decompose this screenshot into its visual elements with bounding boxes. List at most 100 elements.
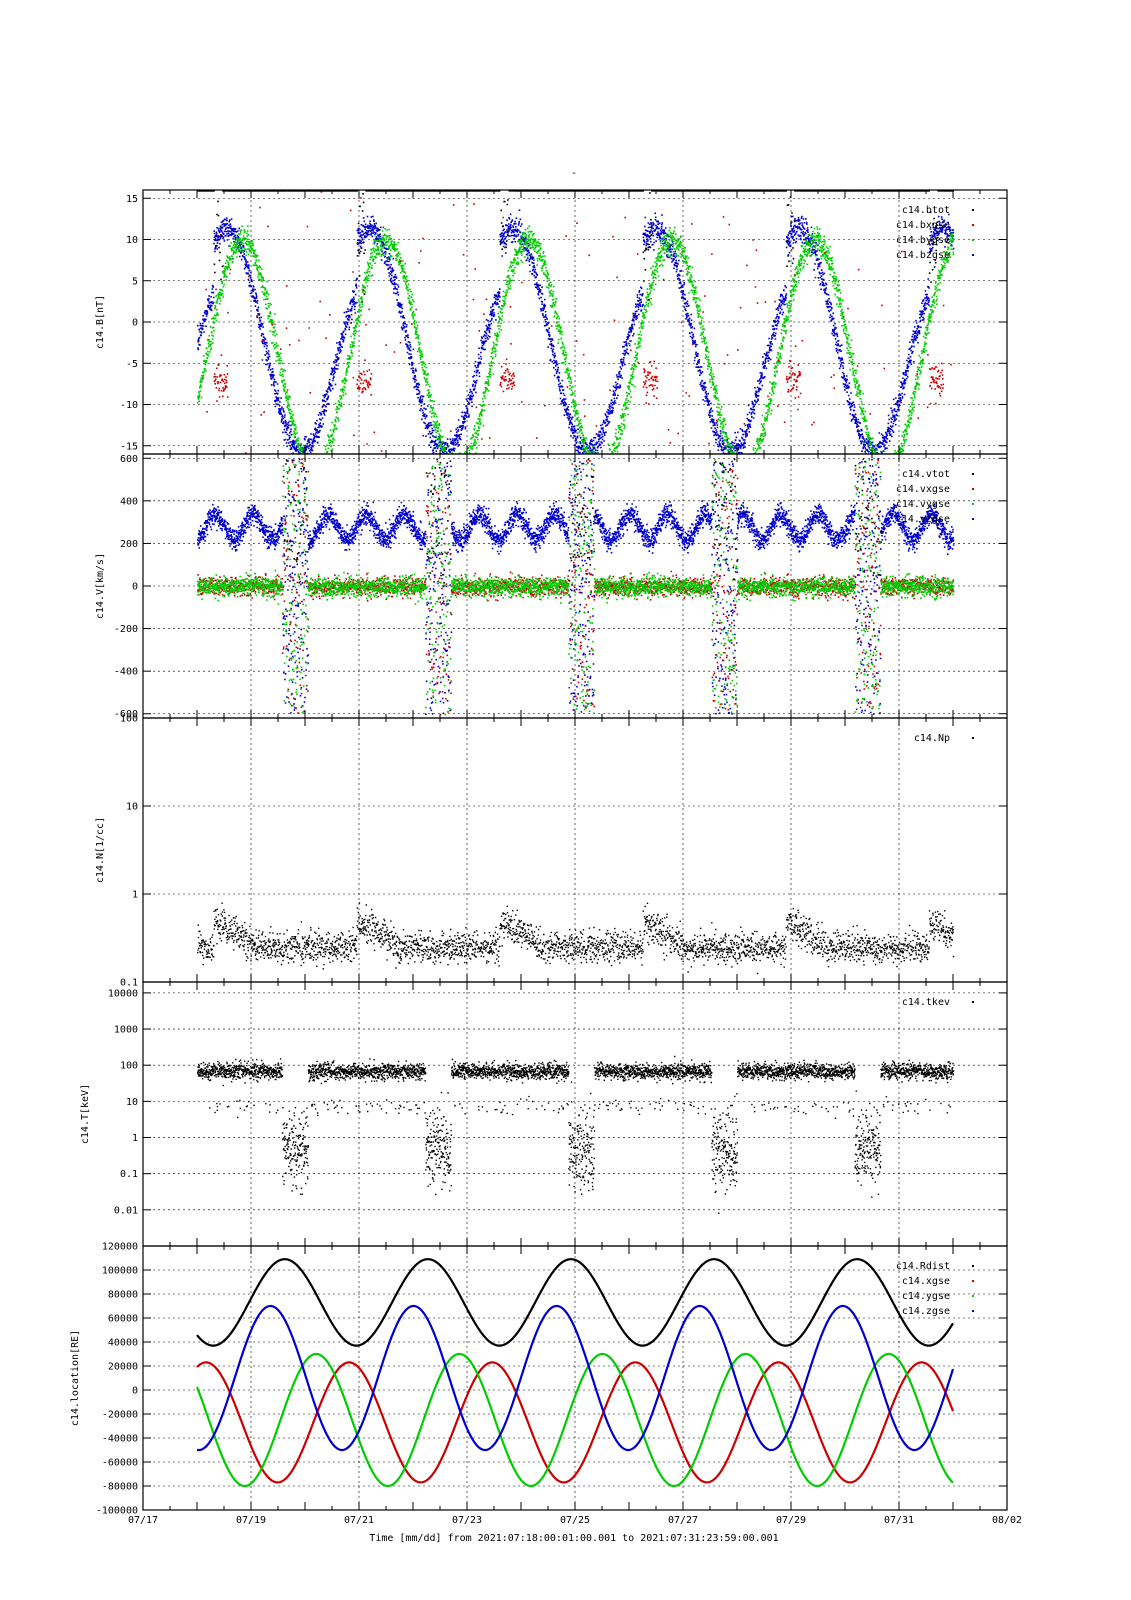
- figure-title: -: [571, 168, 577, 179]
- x-tick-label: 07/25: [560, 1515, 590, 1526]
- y-tick-label: 0.1: [120, 978, 138, 989]
- legend-entry: c14.Rdist: [896, 1261, 950, 1272]
- series-c14.Np: [197, 902, 955, 982]
- legend-entry: c14.tkev: [902, 997, 950, 1008]
- panel-4: 10000 1000 100 10 1 0.1 0.01 c14.T[keV] c14.tkev: [80, 981, 1008, 1247]
- y-tick-label: 60000: [108, 1314, 138, 1325]
- x-tick-marks: [142, 190, 1008, 454]
- y-tick-label: 100: [120, 1061, 138, 1072]
- y-tick-label: 600: [120, 454, 138, 465]
- grid: [143, 1246, 1007, 1510]
- y-tick-label: -60000: [102, 1458, 138, 1469]
- series-c14.bxgse-points: [197, 190, 955, 454]
- panels: 151050-5-10-15c14.B[nT]c14.btotc14.bxgse…: [70, 189, 1008, 1517]
- y-tick-label: 200: [120, 539, 138, 550]
- y-tick-label: -10: [120, 400, 138, 411]
- x-axis-label: Time [mm/dd] from 2021:07:18:00:01:00.00…: [369, 1533, 778, 1544]
- y-tick-label: 10000: [108, 988, 138, 999]
- series-c14.vtot-points: [282, 458, 882, 588]
- plot-area: [197, 902, 955, 982]
- legend-entry: c14.bxgse: [896, 220, 950, 231]
- legend-marker: [972, 1280, 974, 1282]
- legend-marker: [972, 518, 974, 520]
- y-tick-labels: 600 400 200 0 -200 -400 -600: [114, 454, 1007, 720]
- legend-entry: c14.bzgse: [896, 250, 950, 261]
- legend-marker: [972, 254, 974, 256]
- y-tick-labels: 10000 1000 100 10 1 0.1 0.01: [108, 988, 1007, 1216]
- series-c14.ygse: [195, 1352, 954, 1488]
- x-tick-label: 07/17: [128, 1515, 158, 1526]
- legend-entry: c14.vzgse: [896, 514, 950, 525]
- legend: c14.Rdist c14.xgse c14.ygse c14.zgse: [896, 1261, 974, 1317]
- panel-5: 120000 100000 80000 60000 40000 20000 0 -20000 -…: [70, 1242, 1008, 1517]
- legend-marker: [972, 239, 974, 241]
- y-tick-labels: 15 10 5 0 -5 -10 -15: [120, 194, 1007, 452]
- legend-entry: c14.vtot: [902, 469, 950, 480]
- legend: c14.tkev: [902, 997, 974, 1008]
- x-tick-label: 07/31: [884, 1515, 914, 1526]
- y-tick-label: -20000: [102, 1410, 138, 1421]
- legend-marker: [972, 1295, 974, 1297]
- grid: [143, 982, 1007, 1246]
- x-tick-labels: 07/17 07/19 07/21 07/23 07/25 07/27 07/29 07/31…: [128, 1515, 1022, 1526]
- plot-area: [195, 1258, 955, 1488]
- y-tick-label: -200: [114, 624, 138, 635]
- series-c14.xgse: [196, 1361, 955, 1484]
- series-c14.zgse: [196, 1304, 955, 1452]
- y-tick-label: 0.1: [120, 1169, 138, 1180]
- x-tick-marks: [142, 982, 1008, 1246]
- y-tick-label: -100000: [96, 1506, 138, 1517]
- series-c14.bzgse-points: [197, 209, 955, 454]
- series-c14.tkev: [197, 1055, 955, 1214]
- legend-entry: c14.xgse: [902, 1276, 950, 1287]
- y-tick-label: 10: [126, 1097, 138, 1108]
- series-c14.vygse: [197, 458, 955, 716]
- legend-entry: c14.btot: [902, 205, 950, 216]
- legend-entry: c14.vygse: [896, 499, 950, 510]
- y-tick-label: -400: [114, 667, 138, 678]
- series-c14.vzgse-points: [197, 458, 955, 715]
- y-tick-label: 0: [132, 582, 138, 593]
- y-tick-label: -5: [126, 359, 138, 370]
- series-c14.Rdist: [196, 1258, 954, 1347]
- y-tick-label: -80000: [102, 1482, 138, 1493]
- legend: c14.vtot c14.vxgse c14.vygse c14.vzgse: [896, 469, 974, 525]
- legend-marker: [972, 1310, 974, 1312]
- y-tick-label: 10: [126, 802, 138, 813]
- legend: c14.Np: [914, 733, 974, 744]
- legend-entry: c14.ygse: [902, 1291, 950, 1302]
- y-tick-label: 20000: [108, 1362, 138, 1373]
- legend-entry: c14.zgse: [902, 1306, 950, 1317]
- y-tick-label: -40000: [102, 1434, 138, 1445]
- y-tick-label: -15: [120, 441, 138, 452]
- y-tick-label: 100000: [102, 1266, 138, 1277]
- y-tick-label: 0.01: [114, 1205, 138, 1216]
- series-c14.btot: [197, 190, 955, 303]
- legend-marker: [972, 1001, 974, 1003]
- x-tick-label: 07/19: [236, 1515, 266, 1526]
- y-axis-label: c14.V[km/s]: [95, 553, 106, 619]
- legend-entry: c14.Np: [914, 733, 950, 744]
- x-tick-marks: [142, 718, 1008, 982]
- y-axis-label: c14.location[RE]: [70, 1330, 81, 1426]
- y-tick-label: 1: [132, 1133, 138, 1144]
- x-tick-marks: [142, 454, 1008, 718]
- legend-marker: [972, 737, 974, 739]
- y-tick-label: 1000: [114, 1025, 138, 1036]
- plot-area: [197, 190, 955, 454]
- y-axis-label: c14.N[1/cc]: [95, 817, 106, 883]
- x-tick-label: 07/27: [668, 1515, 698, 1526]
- y-tick-label: 1: [132, 890, 138, 901]
- y-tick-labels: 120000 100000 80000 60000 40000 20000 0 -20000 -…: [96, 1242, 1007, 1517]
- y-tick-label: 10: [126, 235, 138, 246]
- x-tick-label: 07/29: [776, 1515, 806, 1526]
- series-c14.bzgse: [197, 209, 955, 454]
- y-tick-label: 120000: [102, 1242, 138, 1253]
- series-c14.Np-points: [197, 902, 955, 982]
- legend: c14.btot c14.bxgse c14.bygse c14.bzgse: [896, 205, 974, 261]
- y-tick-label: 40000: [108, 1338, 138, 1349]
- series-c14.vzgse: [197, 458, 955, 715]
- series-c14.bxgse: [197, 190, 955, 454]
- series-c14.btot-points: [197, 190, 955, 303]
